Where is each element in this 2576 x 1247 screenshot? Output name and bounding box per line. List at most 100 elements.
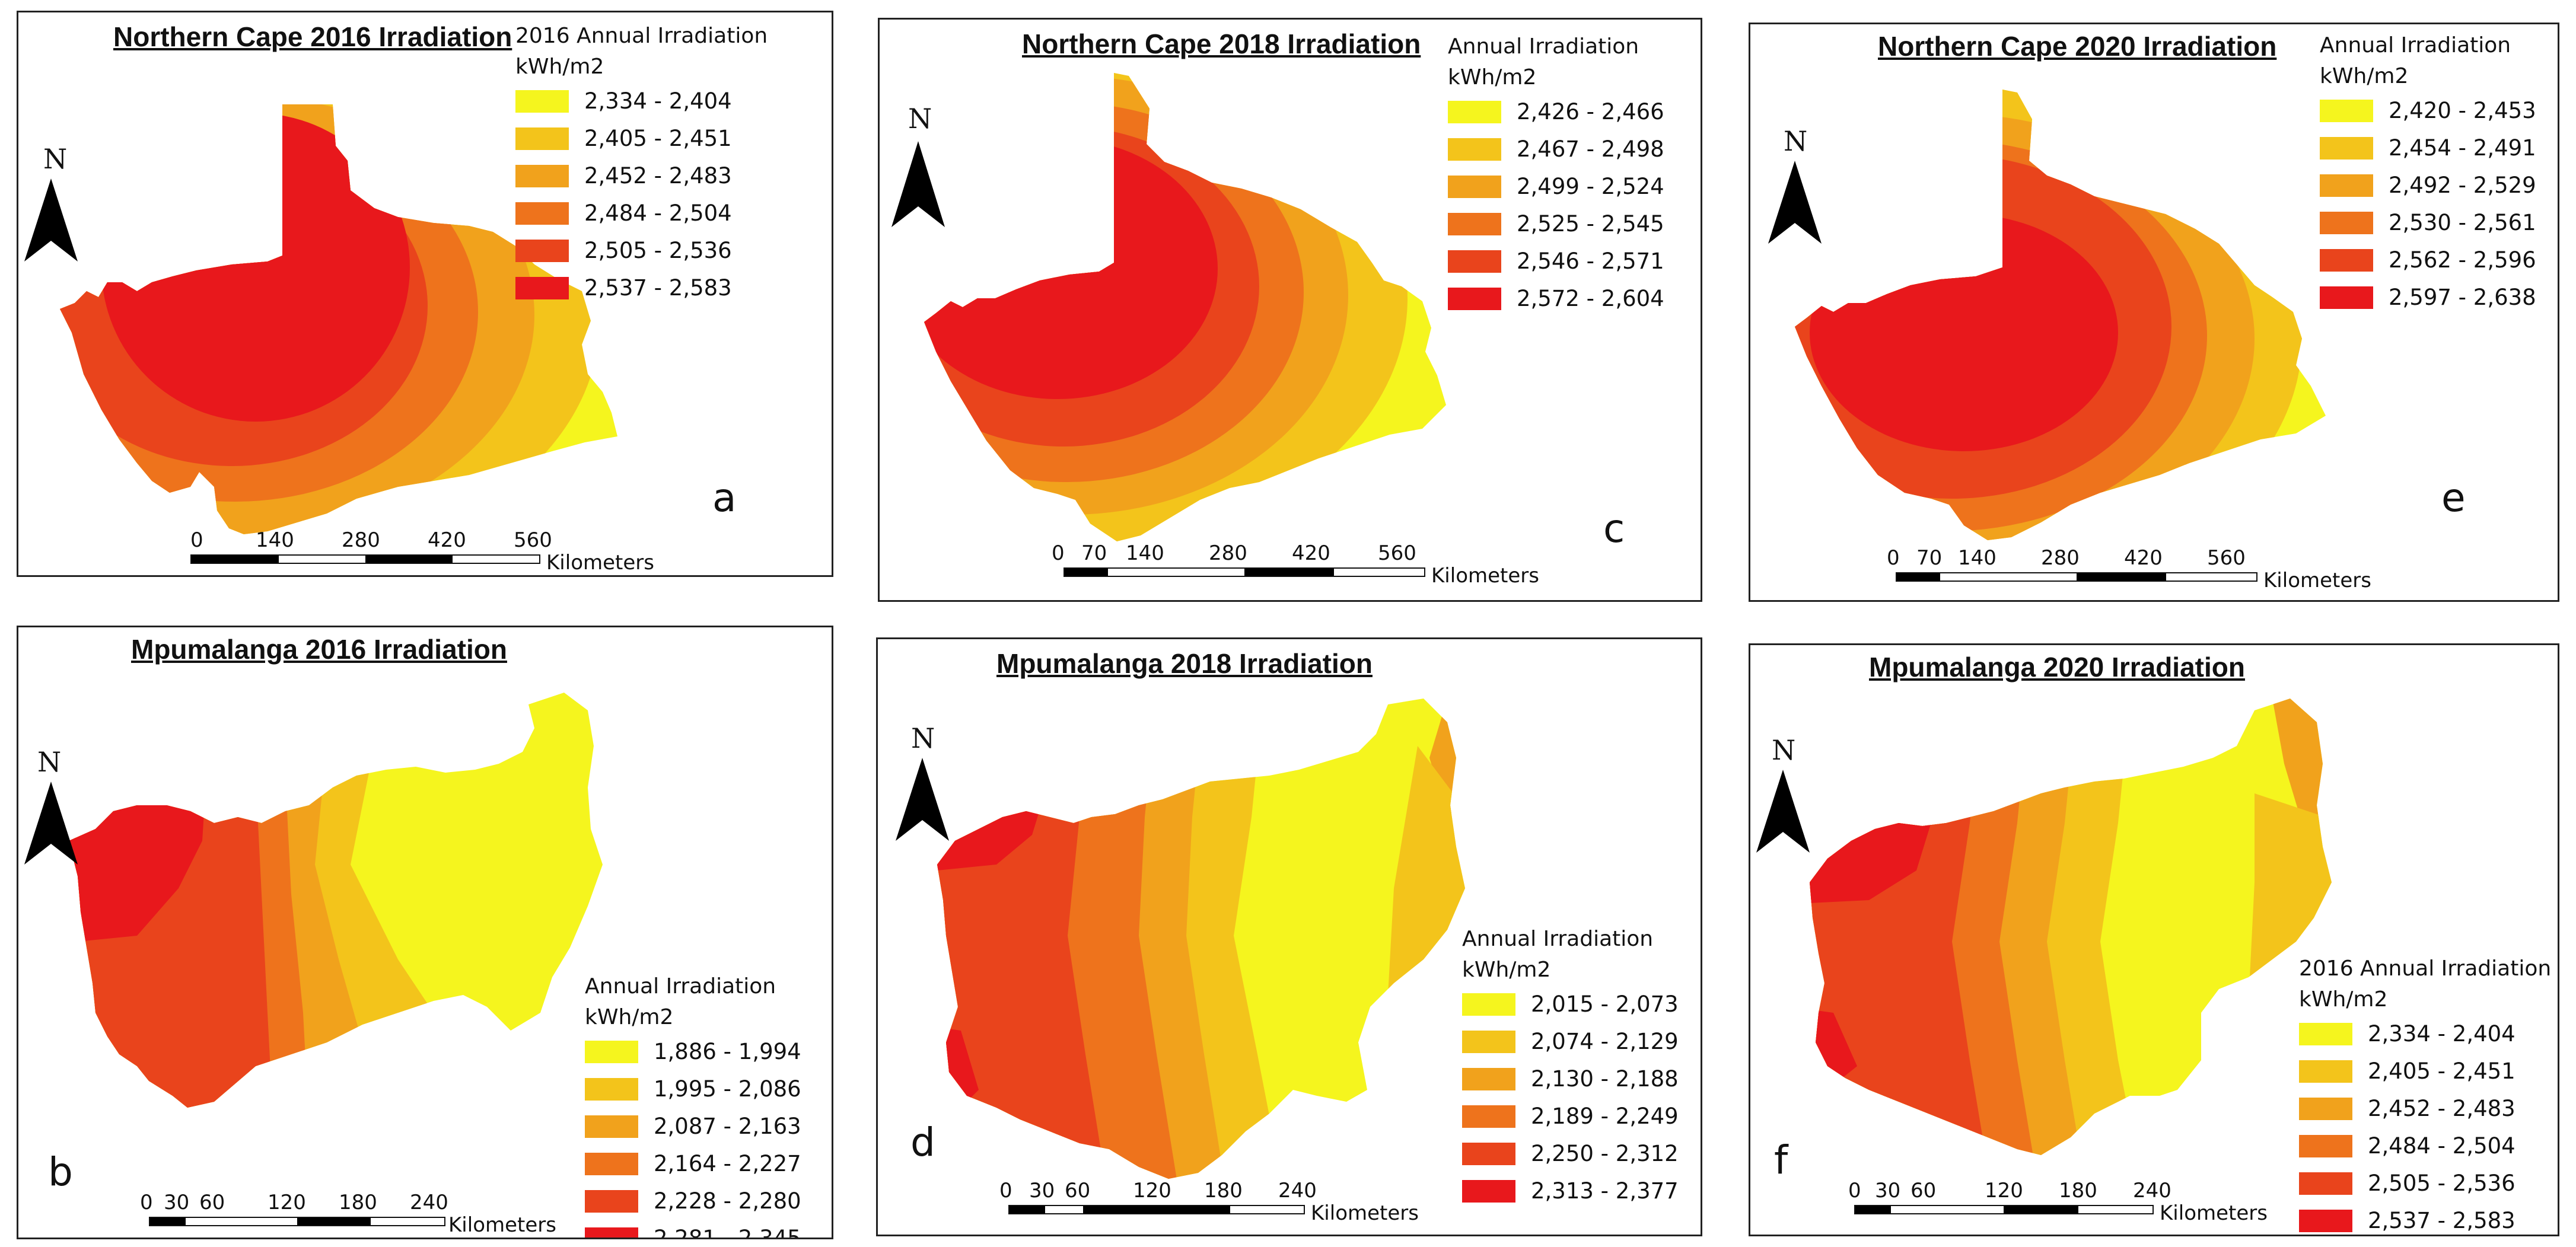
legend-item: 2,499 - 2,524 <box>1448 168 1664 205</box>
scale-unit: Kilometers <box>2263 569 2371 592</box>
scale-tick: 140 <box>1958 546 1997 570</box>
legend-item: 2,537 - 2,583 <box>2299 1202 2551 1235</box>
legend-item: 1,995 - 2,086 <box>585 1070 801 1108</box>
legend-label: 2,525 - 2,545 <box>1517 211 1664 237</box>
legend-swatch <box>2299 1060 2352 1083</box>
legend-item: 2,452 - 2,483 <box>515 157 768 194</box>
legend-label: 1,995 - 2,086 <box>654 1076 801 1102</box>
scale-unit: Kilometers <box>1431 564 1539 588</box>
scale-tick: 280 <box>2041 546 2080 570</box>
scale-tick: 560 <box>1378 541 1416 565</box>
panel-northern-cape-2016: Northern Cape 2016 Irradiation 2016 Annu… <box>17 11 833 577</box>
north-label: N <box>908 103 932 135</box>
legend-item: 2,492 - 2,529 <box>2320 167 2536 204</box>
legend-swatch <box>2320 286 2373 309</box>
scale-tick: 420 <box>1292 541 1330 565</box>
legend-item: 2,467 - 2,498 <box>1448 130 1664 168</box>
legend-item: 2,452 - 2,483 <box>2299 1090 2551 1127</box>
legend-swatch <box>2320 211 2373 234</box>
legend-item: 2,546 - 2,571 <box>1448 243 1664 280</box>
legend-swatch <box>2320 99 2373 122</box>
scale-tick: 60 <box>1065 1179 1091 1203</box>
scale-unit: Kilometers <box>2160 1201 2268 1225</box>
scale-tick: 240 <box>1278 1179 1317 1203</box>
legend-item: 2,281 - 2,345 <box>585 1220 801 1239</box>
legend-item: 2,313 - 2,377 <box>1462 1172 1679 1210</box>
legend-swatch <box>585 1152 638 1175</box>
scale-tick: 180 <box>1204 1179 1243 1203</box>
scale-tick: 560 <box>2207 546 2246 570</box>
panel-mpumalanga-2016: Mpumalanga 2016 Irradiation Annual Irrad… <box>17 626 833 1239</box>
legend-swatch <box>1448 212 1501 235</box>
map-mpumalanga-2018 <box>937 699 1465 1179</box>
scale-tick: 0 <box>190 528 203 552</box>
panel-mpumalanga-2018: Mpumalanga 2018 Irradiation Annual Irrad… <box>876 637 1702 1236</box>
legend-item: 2,405 - 2,451 <box>515 120 768 157</box>
legend-item: 2,505 - 2,536 <box>2299 1165 2551 1202</box>
panel-letter: f <box>1774 1137 1788 1183</box>
scale-tick: 420 <box>2124 546 2163 570</box>
scale-unit: Kilometers <box>448 1213 556 1237</box>
scale-tick: 180 <box>339 1191 377 1214</box>
panel-northern-cape-2020: Northern Cape 2020 Irradiation Annual Ir… <box>1749 23 2559 602</box>
legend-swatch <box>2299 1097 2352 1120</box>
legend-label: 2,426 - 2,466 <box>1517 99 1664 125</box>
legend-swatch <box>1462 1105 1515 1128</box>
scale-tick: 280 <box>342 528 380 552</box>
legend-item: 2,530 - 2,561 <box>2320 204 2536 241</box>
legend-swatch <box>585 1077 638 1101</box>
legend-item: 2,074 - 2,129 <box>1462 1023 1679 1060</box>
scale-tick: 120 <box>1985 1179 2023 1203</box>
panel-letter: a <box>712 475 737 521</box>
legend-item: 2,405 - 2,451 <box>2299 1053 2551 1090</box>
legend-item: 2,250 - 2,312 <box>1462 1135 1679 1172</box>
legend-label: 2,597 - 2,638 <box>2389 285 2536 310</box>
scale-tick: 140 <box>1126 541 1164 565</box>
legend-item: 2,454 - 2,491 <box>2320 129 2536 167</box>
legend-title: Annual Irradiation <box>1462 927 1654 951</box>
map-title: Mpumalanga 2016 Irradiation <box>131 634 507 665</box>
legend-swatch <box>1462 1067 1515 1090</box>
zone-6 <box>101 113 410 422</box>
legend-item: 2,562 - 2,596 <box>2320 241 2536 279</box>
legend-unit: kWh/m2 <box>1462 958 1551 982</box>
legend-swatch <box>1462 993 1515 1016</box>
map-mpumalanga-2016 <box>69 693 603 1108</box>
north-arrow-icon <box>896 758 949 841</box>
legend-swatch <box>1462 1030 1515 1053</box>
legend-item: 2,572 - 2,604 <box>1448 280 1664 317</box>
scale-unit: Kilometers <box>1311 1201 1419 1225</box>
legend-swatch <box>1448 138 1501 161</box>
legend-label: 2,452 - 2,483 <box>2368 1096 2515 1121</box>
legend-item: 2,484 - 2,504 <box>515 194 768 232</box>
scale-tick: 560 <box>514 528 552 552</box>
legend-item: 2,228 - 2,280 <box>585 1182 801 1220</box>
legend-label: 2,228 - 2,280 <box>654 1188 801 1214</box>
legend-item: 2,537 - 2,583 <box>515 269 768 307</box>
legend-label: 2,405 - 2,451 <box>584 126 732 151</box>
scale-tick: 0 <box>1848 1179 1861 1203</box>
scale-tick: 180 <box>2059 1179 2097 1203</box>
north-label: N <box>1784 125 1808 157</box>
legend-label: 2,484 - 2,504 <box>2368 1133 2515 1159</box>
scale-tick: 0 <box>140 1191 153 1214</box>
north-arrow: N <box>18 143 84 267</box>
legend-label: 2,562 - 2,596 <box>2389 247 2536 273</box>
legend-swatch <box>585 1227 638 1238</box>
north-arrow-icon <box>1756 770 1810 853</box>
scale-tick: 140 <box>256 528 294 552</box>
legend-swatch <box>515 202 569 225</box>
legend-label: 2,281 - 2,345 <box>654 1226 801 1239</box>
legend-swatch <box>2320 136 2373 160</box>
legend-swatch <box>1448 250 1501 273</box>
scale-tick: 120 <box>268 1191 306 1214</box>
legend-swatch <box>2320 174 2373 197</box>
scale-unit: Kilometers <box>546 551 654 575</box>
legend-item: 2,597 - 2,638 <box>2320 279 2536 316</box>
scale-tick: 120 <box>1133 1179 1171 1203</box>
scale-tick: 30 <box>1029 1179 1055 1203</box>
map-northern-cape-2018 <box>924 73 1446 541</box>
legend-label: 2,530 - 2,561 <box>2389 210 2536 235</box>
legend-title: 2016 Annual Irradiation <box>515 24 768 48</box>
legend-title: 2016 Annual Irradiation <box>2299 956 2552 981</box>
